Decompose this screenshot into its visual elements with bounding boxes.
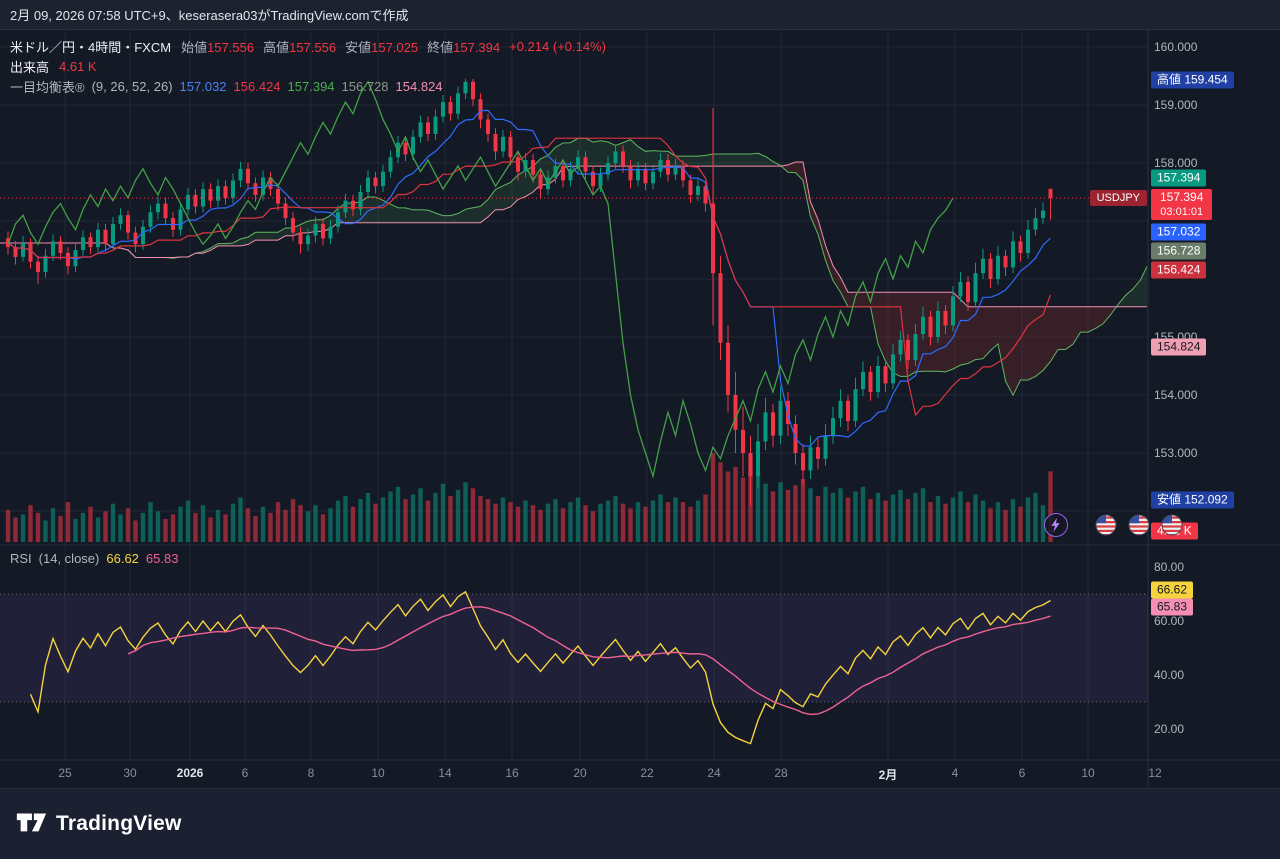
lightning-icon[interactable] (1044, 513, 1068, 537)
price-axis-badge: 156.728 (1151, 242, 1207, 260)
ichimoku-params: (9, 26, 52, 26) (91, 78, 173, 94)
rsi-plot (29, 590, 1051, 745)
time-axis-label: 6 (241, 766, 249, 780)
symbol-tag: USDJPY (1089, 190, 1147, 206)
current-price-badge: 157.394 03:01:01 (1151, 189, 1213, 220)
ichimoku-cloud (0, 137, 1148, 397)
change-value: +0.214 (+0.14%) (509, 38, 606, 54)
us-flag-icon[interactable] (1128, 514, 1150, 536)
time-axis-label: 22 (640, 766, 654, 780)
price-axis-badge: 156.424 (1151, 261, 1207, 279)
price-axis-label: 154.000 (1154, 388, 1198, 402)
time-axis-label: 30 (123, 766, 137, 780)
price-axis-badge: 157.394 (1151, 169, 1207, 187)
time-axis-label: 16 (505, 766, 519, 780)
ichimoku-lines (7, 80, 1052, 479)
rsi-axis-label: 60.00 (1154, 614, 1185, 628)
time-axis-label: 12 (1148, 766, 1162, 780)
ichimoku-value: 156.728 (341, 78, 389, 94)
attribution-bar: 2月 09, 2026 07:58 UTC+9、keserasera03がTra… (0, 0, 1280, 30)
open-value: 始値157.556 (181, 39, 255, 55)
rsi-axis-label: 80.00 (1154, 560, 1185, 574)
price-axis-label: 160.000 (1154, 40, 1198, 54)
rsi-axis-badge: 66.62 (1151, 581, 1194, 599)
tradingview-logo-text: TradingView (56, 812, 182, 835)
rsi-value: 65.83 (145, 551, 179, 566)
time-axis-label: 6 (1018, 766, 1026, 780)
price-axis-label: 153.000 (1154, 446, 1198, 460)
ichimoku-value: 157.032 (179, 78, 227, 94)
volume-label: 出来高 (10, 59, 50, 75)
grid (0, 30, 1148, 760)
time-axis-label: 2月 (878, 768, 898, 782)
symbol-title: 米ドル／円・4時間・FXCM (10, 39, 172, 55)
time-axis-label: 25 (58, 766, 72, 780)
price-axis-label: 159.000 (1154, 98, 1198, 112)
time-axis-label: 20 (573, 766, 587, 780)
chart-legend: 米ドル／円・4時間・FXCM 始値157.556 高値157.556 安値157… (10, 36, 606, 96)
attribution-text: 2月 09, 2026 07:58 UTC+9、keserasera03がTra… (10, 8, 409, 23)
branding-bar: TradingView (0, 788, 1280, 859)
rsi-axis-label: 20.00 (1154, 722, 1185, 736)
time-axis-label: 10 (371, 766, 385, 780)
us-flag-icon[interactable] (1161, 514, 1183, 536)
rsi-axis-label: 40.00 (1154, 668, 1185, 682)
ichimoku-title: 一目均衡表® (10, 79, 85, 95)
rsi-value: 66.62 (106, 551, 139, 566)
price-axis-badge: 高値 159.454 (1151, 71, 1234, 89)
time-axis-label: 14 (438, 766, 452, 780)
ichimoku-legend-row[interactable]: 一目均衡表® (9, 26, 52, 26) 157.032 156.424 157… (10, 76, 606, 96)
time-axis-label: 28 (774, 766, 788, 780)
rsi-values: 66.62 65.83 (106, 551, 185, 566)
ichimoku-value: 154.824 (395, 78, 443, 94)
rsi-bands (0, 593, 1148, 703)
ichimoku-values: 157.032 156.424 157.394 156.728 154.824 (180, 79, 450, 94)
symbol-legend-row[interactable]: 米ドル／円・4時間・FXCM 始値157.556 高値157.556 安値157… (10, 36, 606, 56)
volume-legend-row[interactable]: 出来高 4.61 K (10, 56, 606, 76)
time-axis-label: 2026 (176, 766, 204, 780)
high-value: 高値157.556 (263, 39, 337, 55)
volume-value: 4.61 K (59, 58, 97, 74)
volume (5, 453, 1053, 542)
tradingview-logo[interactable]: TradingView (14, 806, 182, 843)
close-value: 終値157.394 (427, 39, 501, 55)
time-axis-label: 4 (951, 766, 959, 780)
ichimoku-value: 156.424 (233, 78, 281, 94)
rsi-axis-badge: 65.83 (1151, 598, 1194, 616)
rsi-title: RSI (10, 551, 32, 566)
price-axis-badge: 154.824 (1151, 338, 1207, 356)
time-axis-label: 8 (307, 766, 315, 780)
price-axis-badge: 157.032 (1151, 223, 1207, 241)
time-axis-label: 24 (707, 766, 721, 780)
time-axis-label: 10 (1081, 766, 1095, 780)
low-value: 安値157.025 (345, 39, 419, 55)
tradingview-logo-icon (14, 806, 48, 843)
rsi-legend-row[interactable]: RSI (14, close) 66.62 65.83 (10, 551, 185, 566)
ichimoku-value: 157.394 (287, 78, 335, 94)
price-axis-label: 158.000 (1154, 156, 1198, 170)
rsi-params: (14, close) (38, 551, 100, 566)
us-flag-icon[interactable] (1095, 514, 1117, 536)
price-axis-badge: 安値 152.092 (1151, 491, 1234, 509)
bar-countdown: 03:01:01 (1160, 206, 1204, 218)
current-price: 157.394 (1160, 190, 1204, 204)
